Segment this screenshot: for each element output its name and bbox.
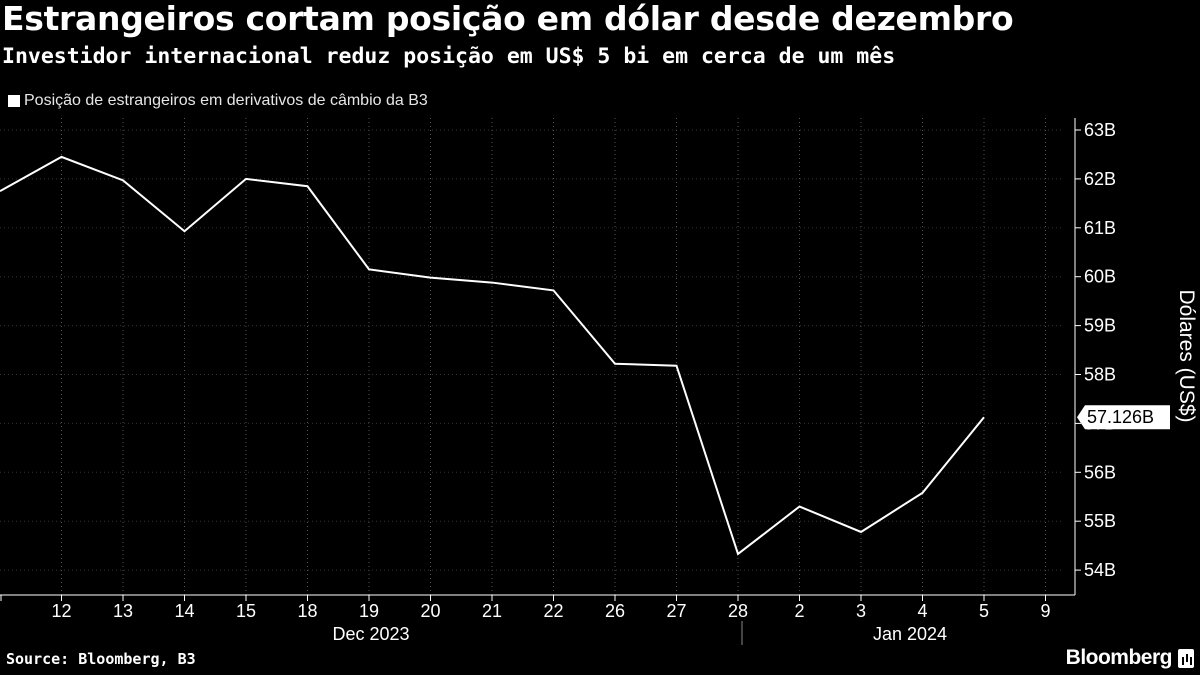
y-tick-label: 62B bbox=[1084, 169, 1116, 189]
last-value-box bbox=[1077, 405, 1170, 430]
x-tick-label: 12 bbox=[51, 601, 71, 621]
legend-swatch bbox=[8, 95, 20, 107]
x-tick-label: 27 bbox=[666, 601, 686, 621]
x-tick-label: 15 bbox=[236, 601, 256, 621]
x-tick-label: 21 bbox=[482, 601, 502, 621]
y-tick-label: 59B bbox=[1084, 316, 1116, 336]
x-tick-label: 28 bbox=[728, 601, 748, 621]
source-note: Source: Bloomberg, B3 bbox=[6, 650, 196, 668]
y-tick-label: 61B bbox=[1084, 218, 1116, 238]
x-tick-label: 26 bbox=[605, 601, 625, 621]
y-tick-label: 54B bbox=[1084, 560, 1116, 580]
x-tick-label: 4 bbox=[917, 601, 927, 621]
x-tick-label: 9 bbox=[1040, 601, 1050, 621]
last-value-label: 57.126B bbox=[1087, 407, 1154, 427]
y-tick-label: 55B bbox=[1084, 511, 1116, 531]
last-value-callout: 57.126B bbox=[1077, 405, 1170, 430]
legend: Posição de estrangeiros em derivativos d… bbox=[8, 92, 428, 110]
brand-logo: Bloomberg bbox=[1066, 646, 1194, 670]
terminal-icon bbox=[1178, 648, 1194, 668]
x-tick-label: 19 bbox=[359, 601, 379, 621]
y-tick-label: 56B bbox=[1084, 462, 1116, 482]
chart-title: Estrangeiros cortam posição em dólar des… bbox=[2, 0, 1014, 38]
legend-label: Posição de estrangeiros em derivativos d… bbox=[24, 92, 428, 109]
x-group-label: Dec 2023 bbox=[332, 624, 409, 644]
x-tick-label: 5 bbox=[979, 601, 989, 621]
x-tick-label: 18 bbox=[297, 601, 317, 621]
y-tick-label: 60B bbox=[1084, 267, 1116, 287]
chart-subtitle: Investidor internacional reduz posição e… bbox=[2, 44, 896, 69]
x-group-label: Jan 2024 bbox=[873, 624, 947, 644]
y-tick-label: 63B bbox=[1084, 120, 1116, 140]
y-axis-label: Dólares (US$) bbox=[1175, 289, 1198, 422]
y-tick-label: 58B bbox=[1084, 365, 1116, 385]
x-tick-label: 20 bbox=[420, 601, 440, 621]
x-tick-label: 14 bbox=[174, 601, 194, 621]
brand-name: Bloomberg bbox=[1065, 646, 1173, 669]
x-tick-label: 13 bbox=[113, 601, 133, 621]
x-tick-label: 22 bbox=[543, 601, 563, 621]
x-tick-label: 2 bbox=[794, 601, 804, 621]
x-tick-label: 3 bbox=[856, 601, 866, 621]
